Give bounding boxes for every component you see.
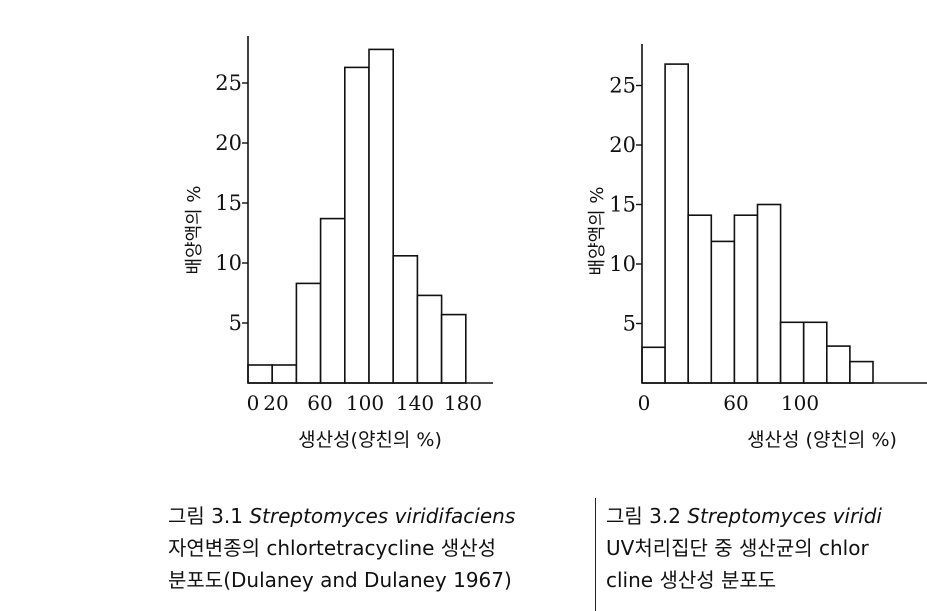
x-tick-label: 60 <box>723 391 748 415</box>
figure-3-1-caption: 그림 3.1 Streptomyces viridifaciens 자연변종의 … <box>168 500 588 596</box>
caption-divider <box>595 498 596 611</box>
histogram-chart-2: 5 10 15 20 25 0 60 100 배양액의 % 생산성 (양친의 %) <box>587 44 927 451</box>
histogram-bar <box>825 345 851 384</box>
x-tick-label: 140 <box>396 391 434 415</box>
x-tick-label: 100 <box>346 391 384 415</box>
y-tick-label: 15 <box>609 193 636 217</box>
y-axis-title: 배양액의 % <box>587 186 608 275</box>
histogram-bar <box>779 321 805 384</box>
y-tick-label: 5 <box>229 311 242 335</box>
figure-label: 그림 3.1 <box>168 504 243 528</box>
y-tick-label: 20 <box>609 133 636 157</box>
histogram-bar <box>392 255 419 384</box>
histogram-bar <box>756 203 782 384</box>
x-tick-label: 0 <box>247 391 260 415</box>
histogram-bar <box>319 217 346 384</box>
y-tick-label: 25 <box>215 71 242 95</box>
x-tick-label: 100 <box>781 391 819 415</box>
figure-3-2-caption: 그림 3.2 Streptomyces viridi UV처리집단 중 생산균의… <box>606 500 927 596</box>
histogram-bar <box>295 282 322 384</box>
x-tick-label: 60 <box>307 391 332 415</box>
caption-line-1: 그림 3.2 Streptomyces viridi <box>606 500 927 532</box>
caption-line-3: 분포도(Dulaney and Dulaney 1967) <box>168 568 512 592</box>
organism-name: Streptomyces viridi <box>687 504 882 528</box>
y-tick-label: 20 <box>215 131 242 155</box>
y-tick-label: 15 <box>215 191 242 215</box>
y-axis-title: 배양액의 % <box>184 185 205 274</box>
y-tick-label: 10 <box>609 252 636 276</box>
histogram-bar <box>368 48 395 384</box>
y-tick-label: 25 <box>609 74 636 98</box>
x-tick-label: 20 <box>263 391 288 415</box>
x-tick-label: 0 <box>638 391 651 415</box>
organism-name: Streptomyces viridifaciens <box>249 504 516 528</box>
histogram-bar <box>641 346 666 384</box>
x-axis-title: 생산성 (양친의 %) <box>747 429 897 451</box>
histogram-bar <box>271 364 298 384</box>
x-axis-title: 생산성(양친의 %) <box>298 429 442 451</box>
histogram-bar <box>664 63 689 384</box>
histogram-bar <box>416 294 443 384</box>
histogram-bar <box>343 66 370 384</box>
histogram-bar <box>710 240 736 384</box>
caption-line-1: 그림 3.1 Streptomyces viridifaciens <box>168 500 588 532</box>
x-tick-label: 180 <box>444 391 482 415</box>
y-tick-label: 5 <box>623 312 636 336</box>
caption-line-3: cline 생산성 분포도 <box>606 568 777 592</box>
histogram-bar <box>849 360 874 384</box>
histogram-bar <box>687 214 713 384</box>
histogram-bar <box>733 214 759 384</box>
figure-label: 그림 3.2 <box>606 504 681 528</box>
histogram-bar <box>440 313 467 384</box>
histogram-bar <box>802 321 828 384</box>
caption-line-2: UV처리집단 중 생산균의 chlor <box>606 536 869 560</box>
histogram-bar <box>247 364 274 384</box>
caption-line-2: 자연변종의 chlortetracycline 생산성 <box>168 536 496 560</box>
y-tick-label: 10 <box>215 251 242 275</box>
